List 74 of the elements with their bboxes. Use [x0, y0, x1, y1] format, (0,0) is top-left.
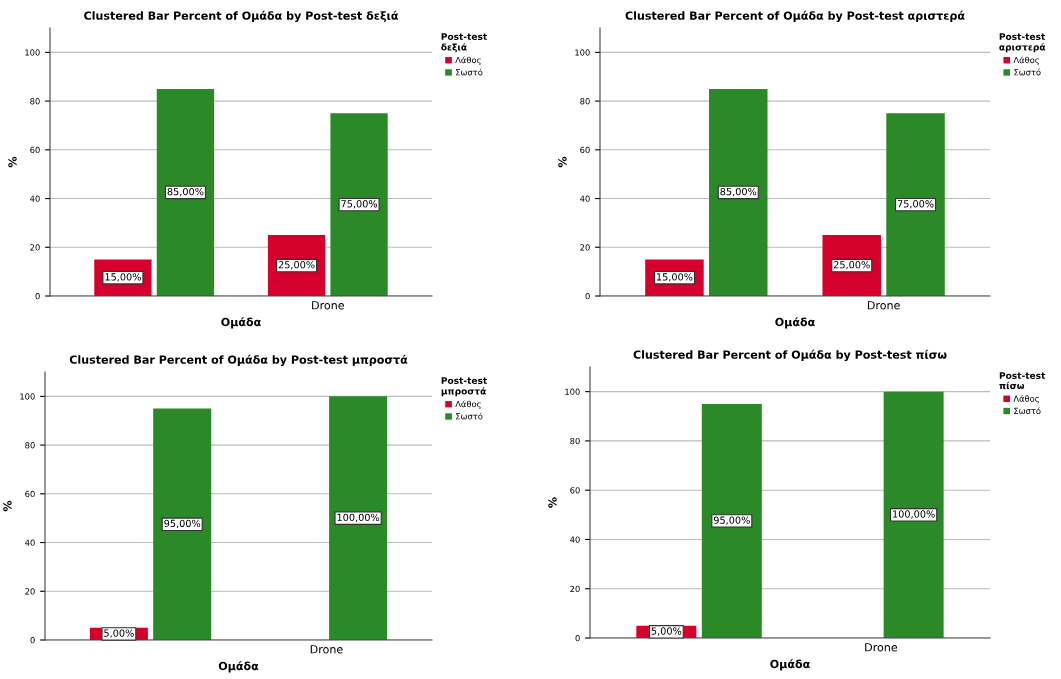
data-label: 95,00% [713, 516, 750, 525]
bar [156, 88, 215, 296]
legend-label: Λάθος [1013, 395, 1039, 404]
legend-title: Post-test αριστερά [999, 33, 1046, 53]
x-axis-title: Ομάδα [770, 659, 810, 671]
y-tick-label: 60 [30, 146, 40, 154]
y-tick-label: 60 [580, 146, 590, 154]
legend-label: Σωστό [456, 68, 483, 76]
y-tick-label: 80 [30, 98, 40, 105]
data-label: 100,00% [893, 510, 935, 519]
bar [330, 113, 388, 296]
y-axis-title: % [558, 156, 567, 168]
x-tick-label: Drone [312, 301, 344, 310]
x-axis-title: Ομάδα [221, 317, 261, 329]
data-label: 15,00% [105, 273, 141, 282]
y-tick-label: 40 [30, 195, 40, 202]
y-tick-label: 80 [580, 98, 590, 105]
legend-title: Post-test δεξιά [441, 33, 487, 53]
legend-label: Σωστό [1014, 407, 1041, 415]
legend-label: Σωστό [1014, 68, 1041, 76]
x-tick-label: Drone [865, 643, 898, 652]
bar [709, 88, 768, 296]
x-tick-label: Drone [867, 301, 900, 310]
y-tick-label: 0 [585, 292, 590, 300]
y-axis-title: % [548, 497, 557, 508]
y-axis-title: % [3, 500, 12, 512]
legend-label: Λάθος [455, 56, 481, 65]
legend-label: Λάθος [455, 400, 481, 409]
y-tick-label: 60 [25, 490, 35, 498]
y-tick-label: 100 [575, 49, 590, 56]
data-label: 85,00% [720, 187, 757, 197]
chart-title: Clustered Bar Percent of Ομάδα by Post-test δεξιά [84, 10, 399, 23]
data-label: 15,00% [656, 273, 693, 282]
data-label: 25,00% [833, 261, 870, 270]
x-axis-title: Ομάδα [218, 661, 259, 673]
y-tick-label: 100 [25, 49, 40, 56]
y-tick-label: 40 [570, 536, 580, 543]
y-tick-label: 80 [570, 437, 580, 445]
y-tick-label: 20 [25, 588, 35, 595]
data-label: 85,00% [167, 187, 204, 197]
y-tick-label: 100 [20, 393, 35, 400]
bar [886, 113, 945, 296]
y-tick-label: 20 [570, 585, 580, 593]
chart-title: Clustered Bar Percent of Ομάδα by Post-test πίσω [633, 349, 947, 362]
data-label: 100,00% [337, 513, 380, 522]
y-tick-label: 0 [575, 634, 580, 642]
y-tick-label: 40 [580, 195, 590, 202]
data-label: 95,00% [164, 519, 201, 529]
chart-title: Clustered Bar Percent of Ομάδα by Post-test αριστερά [625, 10, 965, 23]
y-tick-label: 80 [25, 442, 35, 449]
x-axis-title: Ομάδα [775, 317, 815, 329]
y-tick-label: 20 [30, 244, 40, 251]
data-label: 25,00% [278, 261, 315, 270]
data-label: 75,00% [341, 200, 378, 209]
y-tick-label: 0 [35, 292, 40, 300]
legend-title: Post-test πίσω [999, 372, 1046, 390]
chart-title: Clustered Bar Percent of Ομάδα by Post-test μπροστά [69, 354, 408, 367]
y-tick-label: 40 [25, 539, 35, 546]
legend-label: Λάθος [1013, 56, 1039, 65]
data-label: 5,00% [651, 627, 682, 636]
bar [153, 408, 212, 640]
legend-title: Post-test μπροστά [441, 377, 488, 397]
y-axis-title: % [8, 156, 17, 168]
x-tick-label: Drone [310, 645, 343, 654]
data-label: 5,00% [104, 629, 134, 638]
y-tick-label: 100 [565, 388, 580, 395]
bar [701, 403, 762, 638]
bar [329, 396, 388, 640]
bar [883, 391, 944, 638]
y-tick-label: 0 [30, 636, 35, 644]
legend-label: Σωστό [456, 412, 483, 420]
y-tick-label: 60 [570, 487, 580, 494]
data-label: 75,00% [897, 200, 934, 209]
y-tick-label: 20 [580, 244, 590, 251]
